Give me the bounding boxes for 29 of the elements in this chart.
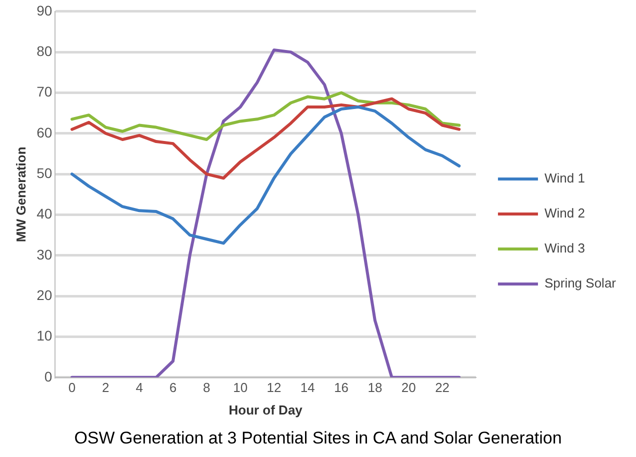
x-tick-label: 0 bbox=[68, 380, 76, 395]
x-tick-label: 4 bbox=[136, 380, 143, 395]
x-axis-title: Hour of Day bbox=[228, 402, 304, 418]
y-tick-label: 40 bbox=[36, 206, 52, 222]
x-tick-label: 22 bbox=[435, 380, 450, 395]
y-tick-label: 0 bbox=[44, 368, 52, 384]
y-tick-label: 50 bbox=[36, 164, 52, 181]
y-tick-label: 70 bbox=[36, 84, 52, 100]
y-tick-label: 30 bbox=[36, 246, 52, 262]
legend-label: Wind 3 bbox=[544, 240, 585, 256]
y-tick-label: 80 bbox=[36, 42, 52, 59]
x-tick-label: 2 bbox=[102, 380, 110, 395]
legend-label: Spring Solar bbox=[544, 276, 617, 291]
x-tick-label: 10 bbox=[233, 380, 248, 395]
x-tick-label: 14 bbox=[300, 380, 315, 395]
x-tick-label: 6 bbox=[169, 380, 177, 395]
x-tick-label: 8 bbox=[203, 380, 210, 395]
y-tick-label: 90 bbox=[36, 2, 52, 18]
text: OSW Generation at 3 Potential Sites in CA and Solar Generation bbox=[74, 428, 562, 448]
x-tick-label: 12 bbox=[266, 380, 282, 395]
y-tick-label: 10 bbox=[36, 328, 52, 344]
y-axis-title: MW Generation bbox=[13, 146, 28, 242]
x-tick-label: 20 bbox=[401, 380, 416, 395]
legend-label: Wind 1 bbox=[544, 170, 585, 186]
x-tick-label: 18 bbox=[368, 380, 382, 395]
y-tick-label: 60 bbox=[36, 124, 52, 140]
y-tick-label: 20 bbox=[36, 286, 52, 303]
legend-label: Wind 2 bbox=[544, 206, 585, 221]
x-tick-label: 16 bbox=[334, 380, 349, 395]
